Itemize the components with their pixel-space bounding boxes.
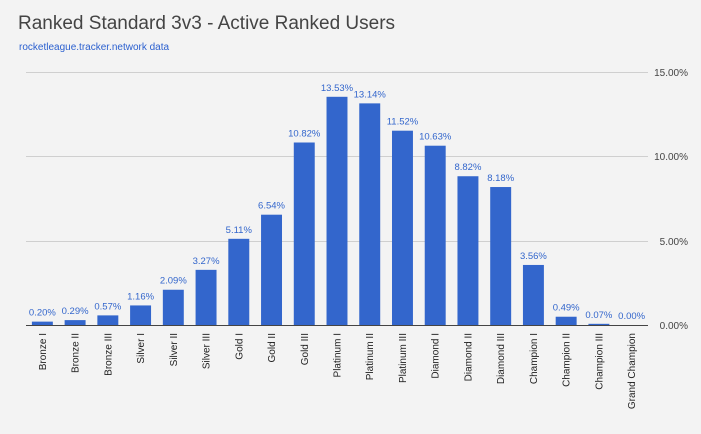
data-label: 13.53% — [321, 83, 354, 94]
data-label: 5.11% — [226, 225, 253, 236]
bar — [490, 187, 512, 325]
data-label: 3.27% — [193, 256, 220, 267]
bar — [588, 323, 610, 325]
x-tick-label: Platinum I — [333, 333, 344, 377]
bar — [195, 269, 217, 325]
bar — [457, 176, 479, 325]
x-tick-label: Champion II — [562, 333, 573, 387]
bar — [97, 315, 119, 325]
data-label: 10.82% — [288, 129, 321, 140]
x-tick-label: Grand Champion — [627, 333, 638, 409]
x-tick-label: Diamond I — [431, 333, 442, 379]
data-label: 1.16% — [127, 291, 154, 302]
x-tick-label: Platinum III — [398, 333, 409, 383]
bar — [326, 96, 348, 325]
bar — [64, 320, 86, 325]
bar — [162, 289, 184, 325]
data-label: 6.54% — [258, 201, 285, 212]
x-tick-label: Champion III — [594, 333, 605, 390]
y-tick-label: 15.00% — [654, 68, 688, 79]
bar — [228, 238, 250, 325]
data-label: 3.56% — [520, 251, 547, 262]
data-label: 8.18% — [487, 173, 514, 184]
x-tick-label: Gold I — [234, 333, 245, 360]
x-tick-label: Platinum II — [365, 333, 376, 380]
data-label: 0.00% — [618, 311, 645, 322]
bar — [31, 321, 53, 325]
bars — [31, 96, 610, 325]
bar — [261, 214, 283, 325]
x-tick-label: Champion I — [529, 333, 540, 384]
chart-title: Ranked Standard 3v3 - Active Ranked User… — [18, 13, 396, 34]
x-tick-label: Gold II — [267, 333, 278, 362]
data-label: 0.07% — [585, 310, 612, 321]
y-tick-label: 10.00% — [654, 152, 688, 163]
x-tick-label: Bronze III — [103, 333, 114, 376]
bar — [293, 142, 315, 325]
data-labels: 0.20% 0.29% 0.57% 1.16% 2.09% 3.27% 5.11% 6.54%… — [29, 83, 646, 322]
bar — [555, 316, 577, 325]
data-label: 10.63% — [419, 132, 452, 143]
x-tick-label: Silver II — [169, 333, 180, 366]
x-tick-label: Silver I — [136, 333, 147, 364]
data-label: 0.57% — [94, 301, 121, 312]
x-tick-label: Gold III — [300, 333, 311, 365]
x-tick-label: Diamond II — [463, 333, 474, 381]
bar — [130, 305, 152, 325]
y-tick-label: 5.00% — [660, 237, 688, 248]
data-label: 0.29% — [62, 306, 89, 317]
data-label: 11.52% — [387, 117, 419, 128]
x-tick-label: Diamond III — [496, 333, 507, 384]
chart-subtitle: rocketleague.tracker.network data — [19, 42, 170, 53]
data-label: 0.20% — [29, 308, 56, 319]
y-axis-ticks: 0.00% 5.00% 10.00% 15.00% — [654, 68, 688, 332]
data-label: 8.82% — [454, 162, 481, 173]
data-label: 0.49% — [553, 303, 580, 314]
x-axis-ticks: Bronze I Bronze II Bronze III Silver I Silve… — [38, 333, 638, 409]
data-label: 13.14% — [354, 89, 387, 100]
x-tick-label: Bronze II — [71, 333, 82, 373]
bar — [359, 103, 381, 325]
bar — [522, 264, 544, 325]
data-label: 2.09% — [160, 276, 187, 287]
y-tick-label: 0.00% — [660, 321, 688, 332]
bar — [424, 145, 446, 325]
x-tick-label: Bronze I — [38, 333, 49, 370]
bar — [391, 130, 413, 325]
x-tick-label: Silver III — [202, 333, 213, 369]
